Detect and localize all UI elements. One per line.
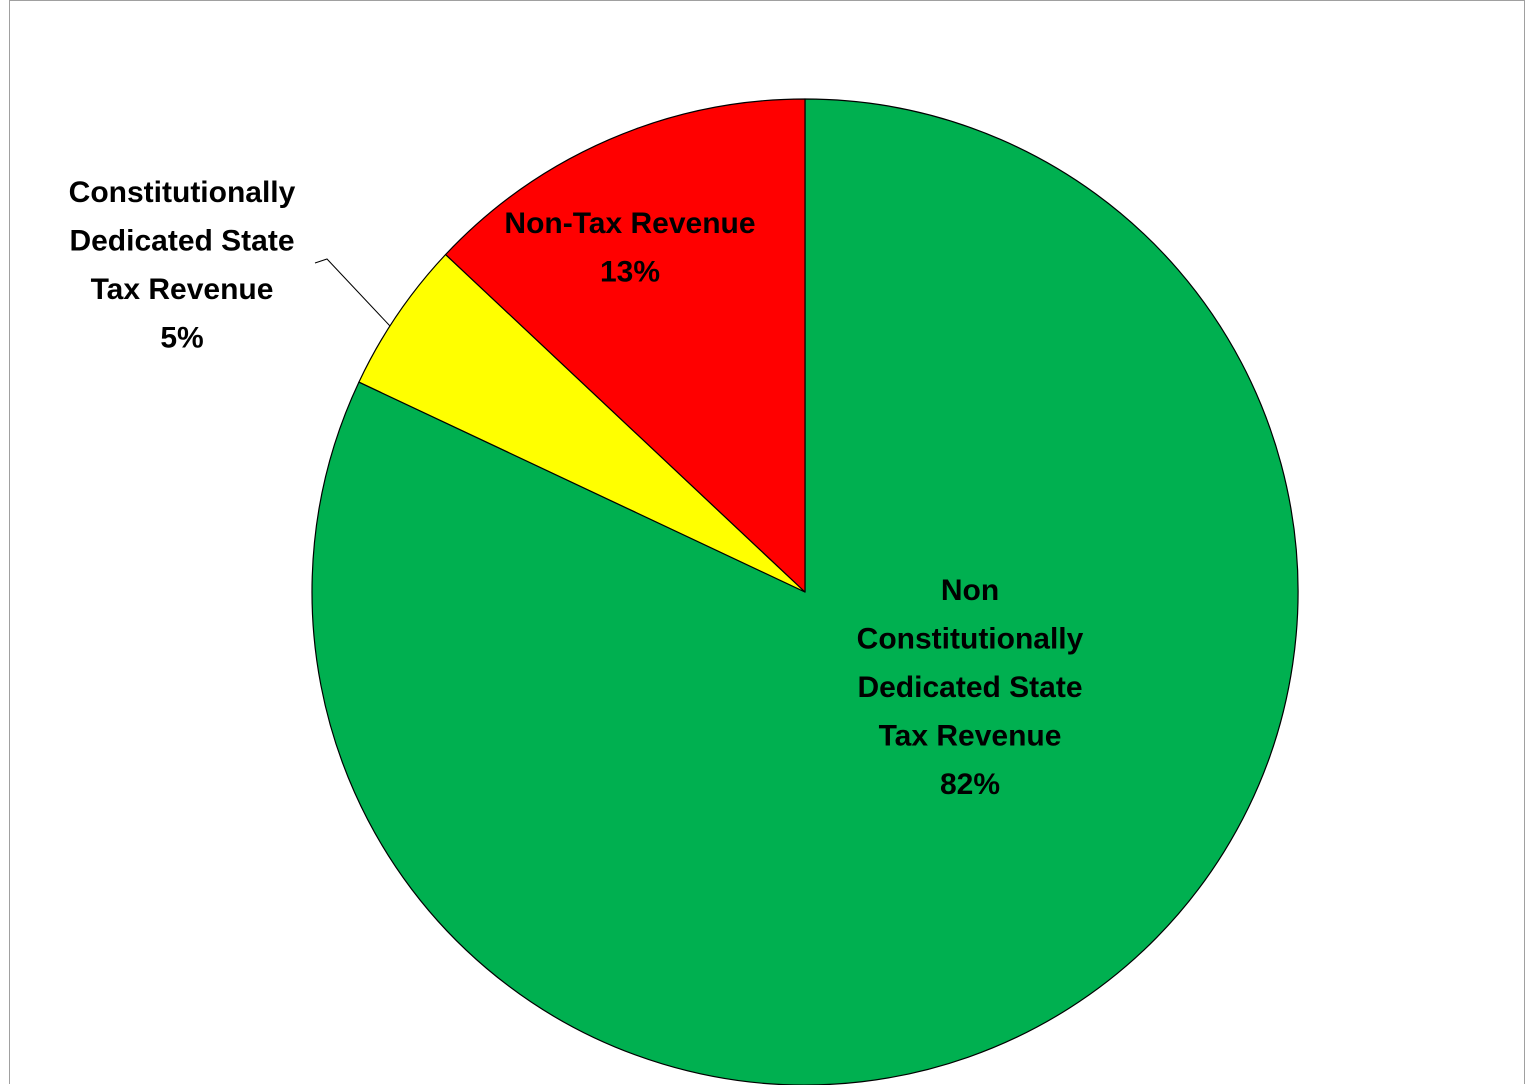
slice-label-1: Constitutionally Dedicated State Tax Reven… bbox=[69, 176, 296, 355]
slice-label-line: Constitutionally bbox=[857, 623, 1084, 656]
pie-slice-1 bbox=[358, 253, 806, 593]
pie-slice-2 bbox=[445, 98, 806, 593]
pie-slices bbox=[311, 98, 1299, 1085]
slice-label-line: Dedicated State bbox=[857, 671, 1082, 704]
slice-label-line: Dedicated State bbox=[69, 225, 294, 258]
slice-label-line: Non bbox=[941, 574, 999, 607]
leader-lines bbox=[314, 258, 391, 327]
slice-percent-2: 13% bbox=[600, 256, 660, 289]
slice-label-0: Non Constitutionally Dedicated State Tax Re… bbox=[857, 574, 1084, 801]
slice-label-line: Constitutionally bbox=[69, 176, 296, 209]
slice-label-line: Non-Tax Revenue bbox=[504, 207, 755, 240]
chart-frame bbox=[9, 0, 1525, 1084]
slice-percent-1: 5% bbox=[160, 322, 203, 355]
slice-label-line: Tax Revenue bbox=[879, 720, 1062, 753]
leader-line-1 bbox=[314, 258, 391, 327]
slice-label-line: Tax Revenue bbox=[91, 273, 274, 306]
slice-percent-0: 82% bbox=[940, 768, 1000, 801]
slice-labels: Non Constitutionally Dedicated State Tax Re… bbox=[69, 176, 1084, 801]
slice-label-2: Non-Tax Revenue 13% bbox=[504, 207, 755, 289]
